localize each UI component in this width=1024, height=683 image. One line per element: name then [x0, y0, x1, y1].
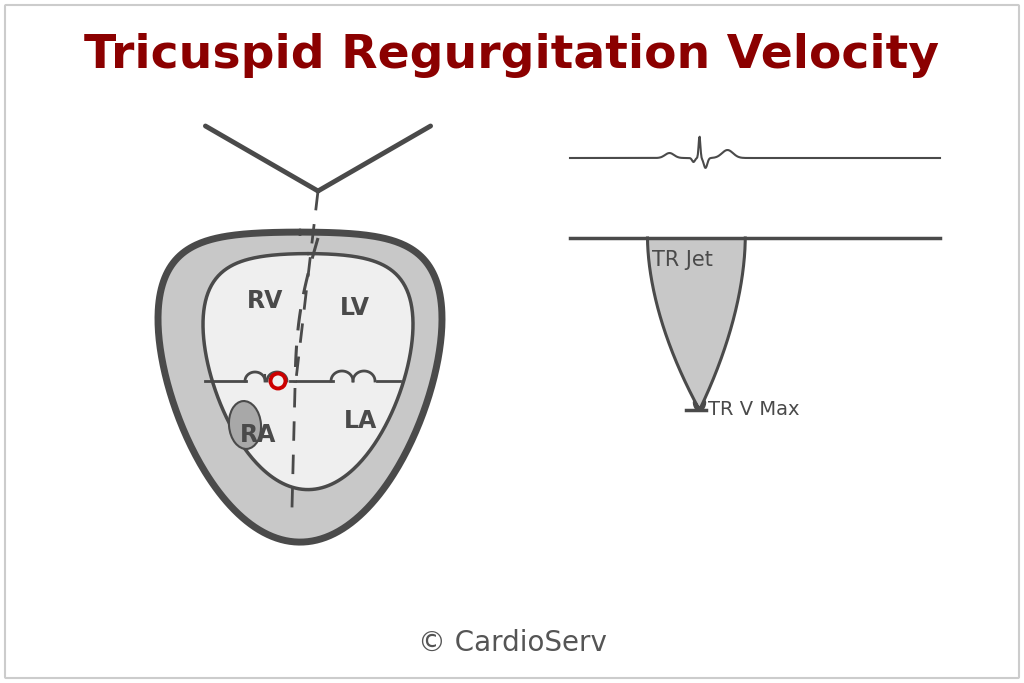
FancyBboxPatch shape: [5, 5, 1019, 678]
Ellipse shape: [229, 401, 261, 449]
Text: TR V Max: TR V Max: [709, 400, 800, 419]
Polygon shape: [158, 232, 442, 542]
Text: © CardioServ: © CardioServ: [418, 629, 606, 657]
Polygon shape: [203, 253, 413, 490]
Text: LA: LA: [343, 409, 377, 433]
Polygon shape: [647, 238, 745, 410]
Text: RA: RA: [240, 423, 276, 447]
Text: TR Jet: TR Jet: [652, 250, 714, 270]
Text: RV: RV: [247, 289, 284, 313]
Text: LV: LV: [340, 296, 370, 320]
Text: Tricuspid Regurgitation Velocity: Tricuspid Regurgitation Velocity: [85, 33, 939, 77]
